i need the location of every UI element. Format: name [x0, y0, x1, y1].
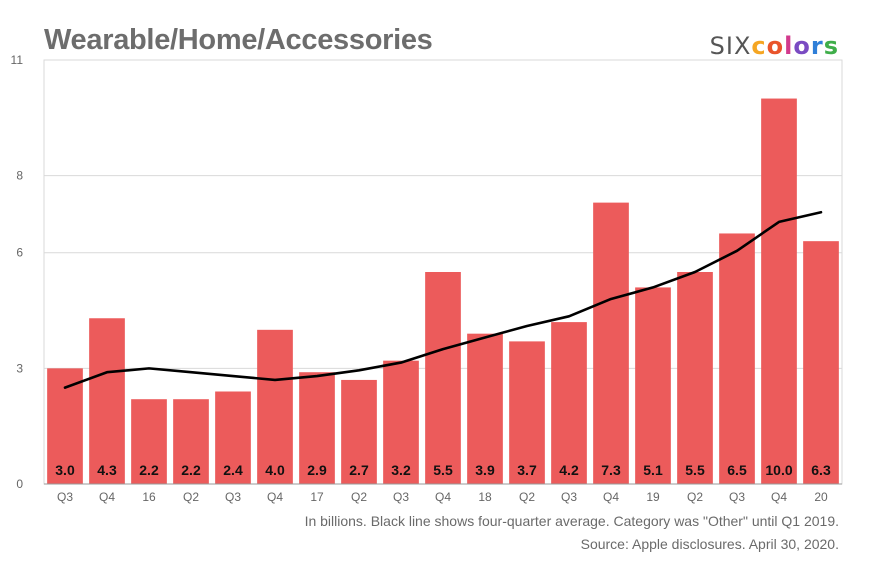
data-label: 2.2	[139, 462, 159, 478]
bar	[635, 287, 671, 484]
bar	[551, 322, 587, 484]
data-label: 4.3	[97, 462, 117, 478]
average-line	[63, 210, 823, 389]
bar	[257, 329, 293, 484]
logo-letter-o: o	[766, 32, 785, 60]
data-label: 2.7	[349, 462, 369, 478]
bar	[341, 379, 377, 484]
x-tick-label: Q4	[267, 490, 283, 504]
data-label: 3.2	[391, 462, 411, 478]
bar	[173, 399, 209, 484]
x-tick-label: 20	[814, 490, 828, 504]
data-label: 2.4	[223, 462, 243, 478]
x-tick-label: Q4	[99, 490, 115, 504]
data-label: 6.5	[727, 462, 747, 478]
bar	[761, 98, 797, 484]
sixcolors-logo: SIXcolors	[710, 32, 839, 60]
x-tick-label: Q4	[435, 490, 451, 504]
x-tick-label: Q3	[57, 490, 73, 504]
y-tick-label: 8	[16, 169, 23, 183]
x-tick-label: Q2	[519, 490, 535, 504]
bar	[677, 272, 713, 484]
x-tick-label: Q4	[771, 490, 787, 504]
bar	[467, 333, 503, 484]
data-label: 2.9	[307, 462, 327, 478]
data-label: 5.1	[643, 462, 663, 478]
x-tick-label: Q2	[351, 490, 367, 504]
x-tick-label: Q2	[687, 490, 703, 504]
bar	[509, 341, 545, 484]
x-tick-label: 16	[142, 490, 156, 504]
x-tick-label: Q3	[393, 490, 409, 504]
bar	[383, 360, 419, 484]
logo-letter-s: s	[823, 32, 839, 60]
data-label: 4.0	[265, 462, 285, 478]
data-label: 3.0	[55, 462, 75, 478]
bar	[89, 318, 125, 484]
logo-letter-c: c	[751, 32, 767, 60]
data-label: 5.5	[685, 462, 705, 478]
chart-title: Wearable/Home/Accessories	[44, 24, 433, 56]
logo-letter-o2: o	[793, 32, 811, 60]
x-tick-label: Q3	[561, 490, 577, 504]
bar	[803, 241, 839, 484]
data-label: 7.3	[601, 462, 621, 478]
x-tick-label: Q4	[603, 490, 619, 504]
x-tick-label: 19	[646, 490, 660, 504]
data-label: 6.3	[811, 462, 831, 478]
x-tick-label: Q3	[729, 490, 745, 504]
data-label: 5.5	[433, 462, 453, 478]
y-tick-label: 3	[16, 361, 23, 375]
data-label: 3.9	[475, 462, 495, 478]
bar	[131, 399, 167, 484]
data-label: 3.7	[517, 462, 537, 478]
logo-prefix: SIX	[709, 32, 752, 60]
x-tick-label: 17	[310, 490, 324, 504]
bar	[215, 391, 251, 484]
data-label: 2.2	[181, 462, 201, 478]
bar	[299, 372, 335, 484]
data-label: 10.0	[765, 462, 792, 478]
footnote-source: Source: Apple disclosures. April 30, 202…	[580, 536, 839, 552]
y-tick-label: 0	[16, 477, 23, 491]
bar	[593, 202, 629, 485]
logo-letter-r: r	[810, 32, 824, 60]
data-label: 4.2	[559, 462, 579, 478]
x-tick-label: Q2	[183, 490, 199, 504]
y-tick-label: 11	[11, 53, 24, 67]
x-tick-label: Q3	[225, 490, 241, 504]
bar	[719, 233, 755, 484]
footnote-description: In billions. Black line shows four-quart…	[304, 513, 839, 529]
x-tick-label: 18	[478, 490, 492, 504]
bar	[425, 272, 461, 484]
logo-letter-l: l	[784, 32, 794, 60]
y-tick-label: 6	[16, 246, 23, 260]
